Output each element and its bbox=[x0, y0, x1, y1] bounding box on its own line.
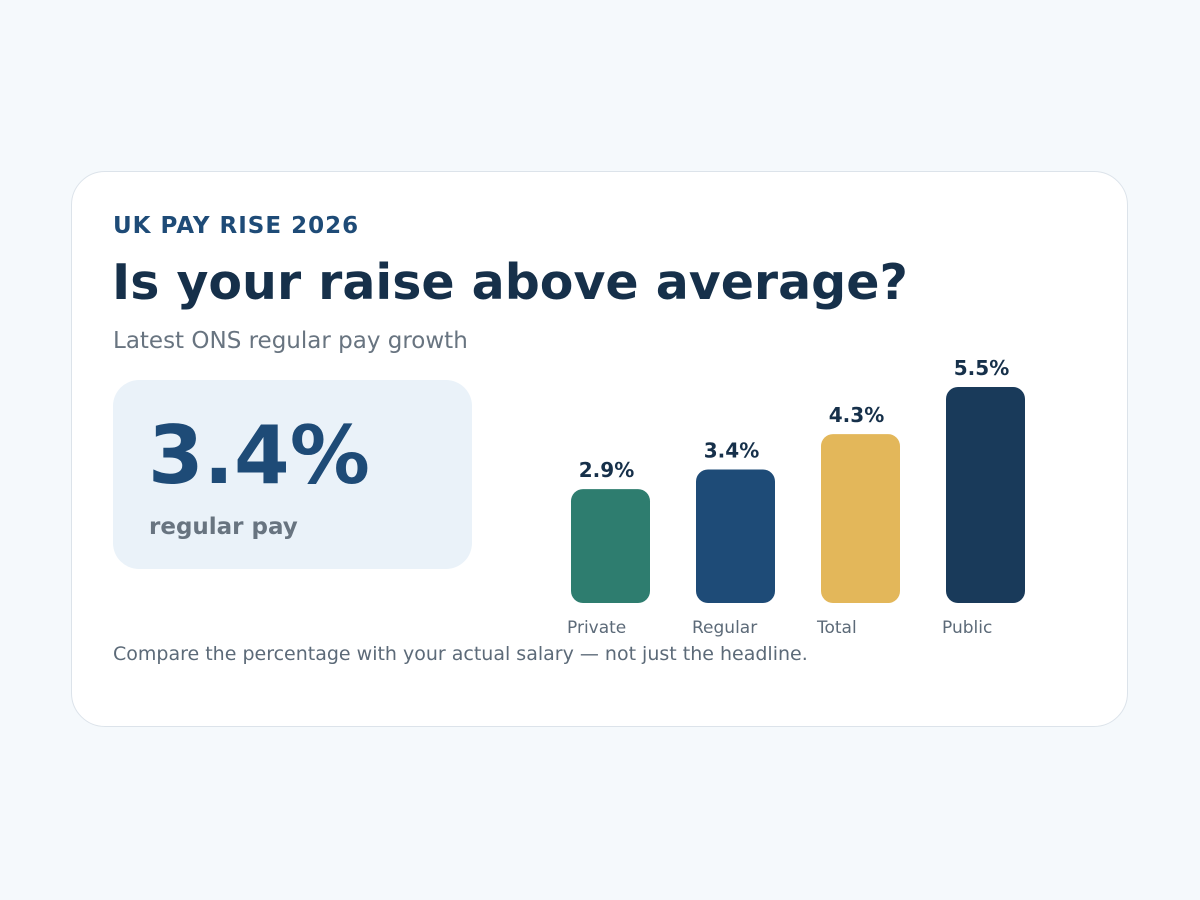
highlight-stat-label: regular pay bbox=[149, 514, 298, 540]
highlight-stat-value: 3.4% bbox=[148, 409, 370, 502]
category-label-regular: Regular bbox=[692, 618, 757, 638]
footnote: Compare the percentage with your actual … bbox=[113, 643, 808, 665]
bar-regular bbox=[696, 469, 775, 603]
pay-rise-card: UK PAY RISE 2026 Is your raise above ave… bbox=[71, 171, 1128, 727]
category-label-total: Total bbox=[816, 618, 857, 638]
category-label-private: Private bbox=[567, 618, 626, 638]
value-label-private: 2.9% bbox=[579, 458, 634, 482]
pay-growth-bar-chart: 2.9% Private 3.4% Regular 4.3% Total 5.5% Publi… bbox=[567, 356, 1025, 638]
subtitle: Latest ONS regular pay growth bbox=[113, 328, 468, 354]
eyebrow-label: UK PAY RISE 2026 bbox=[113, 213, 360, 239]
value-label-total: 4.3% bbox=[829, 403, 884, 427]
category-label-public: Public bbox=[942, 618, 992, 638]
value-label-public: 5.5% bbox=[954, 356, 1009, 380]
page-title: Is your raise above average? bbox=[112, 254, 908, 311]
bar-private bbox=[571, 489, 650, 603]
bar-total bbox=[821, 434, 900, 603]
bar-public bbox=[946, 387, 1025, 603]
value-label-regular: 3.4% bbox=[704, 438, 759, 462]
highlight-stat-box: 3.4% regular pay bbox=[113, 380, 472, 569]
